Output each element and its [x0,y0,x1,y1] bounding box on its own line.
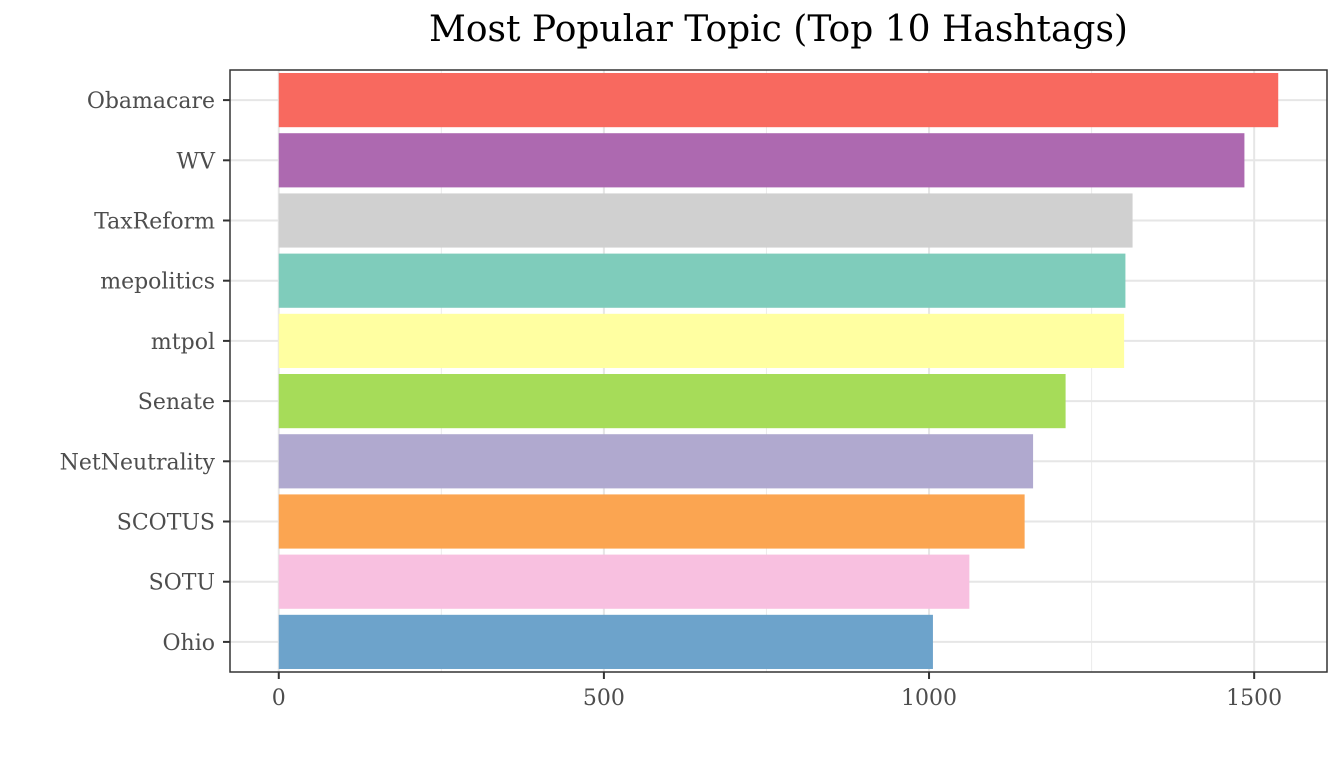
bar-senate [278,374,1066,429]
y-tick-label: Senate [138,390,215,415]
chart-title: Most Popular Topic (Top 10 Hashtags) [429,9,1128,50]
bar-scotus [278,494,1025,549]
y-tick-label: NetNeutrality [60,450,216,475]
y-tick-label: WV [177,149,217,174]
bar-obamacare [278,73,1279,128]
y-tick-label: mepolitics [100,270,215,295]
bar-netneutrality [278,434,1034,489]
x-tick-label: 1000 [901,686,957,711]
bar-wv [278,133,1245,188]
bar-sotu [278,554,970,609]
y-tick-label: Ohio [163,631,216,656]
x-tick-label: 500 [583,686,625,711]
y-tick-label: mtpol [151,330,215,355]
y-tick-label: SOTU [149,571,215,596]
bar-taxreform [278,193,1133,248]
bar-mtpol [278,313,1125,368]
x-tick-label: 1500 [1226,686,1282,711]
y-tick-label: TaxReform [94,210,215,235]
y-tick-label: SCOTUS [117,511,215,536]
y-tick-label: Obamacare [87,89,215,114]
bar-ohio [278,614,933,669]
x-tick-label: 0 [272,686,286,711]
panel-border [229,69,1328,673]
bar-mepolitics [278,253,1126,308]
